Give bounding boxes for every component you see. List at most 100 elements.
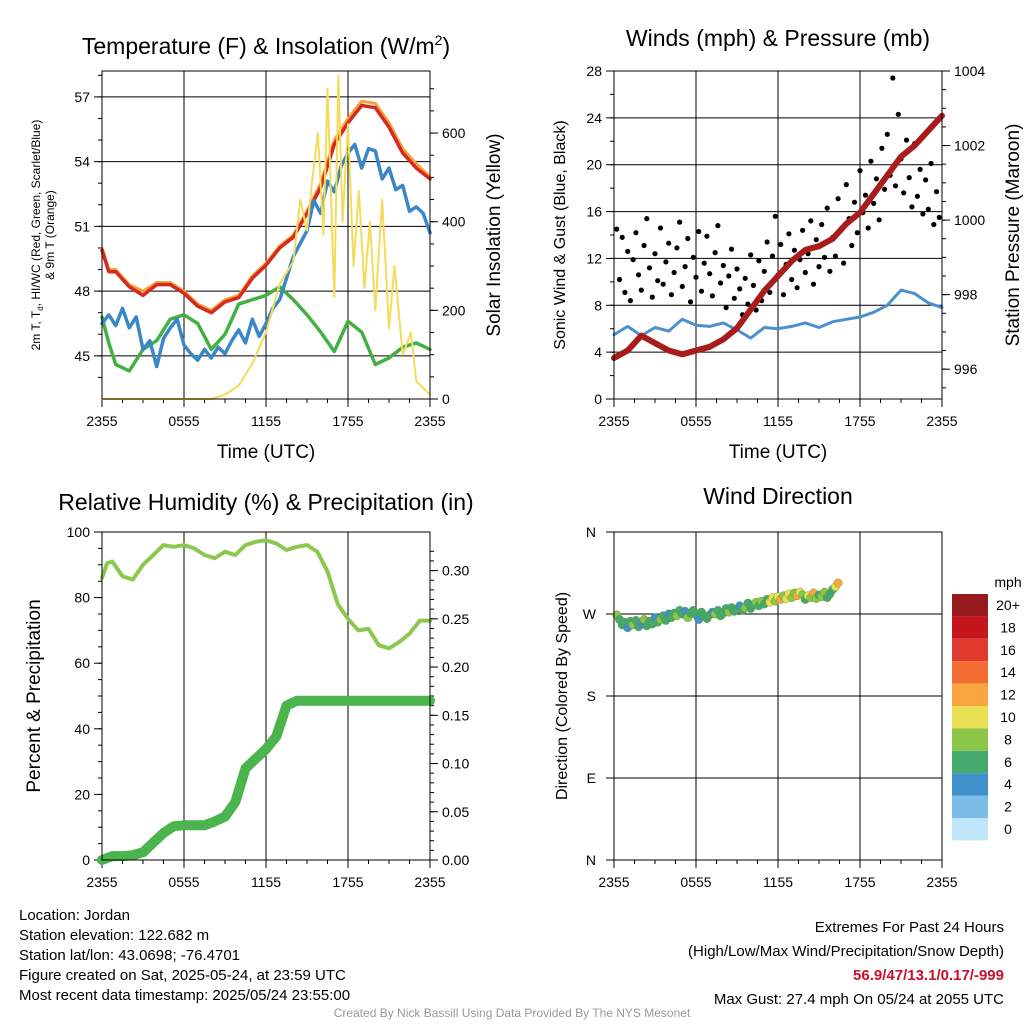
gust-point (720, 262, 726, 269)
gust-point (674, 245, 680, 251)
temp-x-axis-label: Time (UTC) (217, 442, 316, 463)
dir-chart-title: Wind Direction (703, 483, 853, 509)
gust-point (890, 75, 896, 81)
gust-point (832, 253, 839, 259)
gust-point (655, 278, 661, 284)
temp-y2-tick-label: 400 (442, 214, 466, 230)
precip-line (97, 695, 435, 865)
temp-y-axis-label: 2m T, Td, HI/WC (Red, Green, Scarlet/Blu… (29, 120, 45, 351)
gust-point (816, 264, 822, 270)
gust-point (737, 286, 743, 292)
dir-y-tick-label: E (587, 770, 596, 786)
gust-point (824, 205, 830, 211)
gust-point (756, 258, 762, 264)
gust-point (873, 176, 880, 182)
speed-legend-title: mph (994, 574, 1021, 590)
gust-point (750, 282, 757, 288)
speed-legend-label: 2 (1004, 799, 1012, 815)
gust-point (931, 221, 937, 228)
speed-legend-label: 20+ (996, 597, 1020, 613)
rh-y2-tick-label: 0.15 (442, 707, 469, 723)
rh-y-tick-label: 0 (82, 852, 90, 868)
wind-y-tick-label: 24 (586, 110, 602, 126)
gust-point (731, 295, 737, 301)
temp-x-tick-label: 0555 (168, 413, 199, 429)
gust-point (644, 216, 650, 222)
gust-point (767, 289, 773, 295)
gust-point (641, 242, 647, 249)
gust-point (622, 289, 628, 295)
temp-y-tick-label: 48 (74, 283, 90, 299)
gust-point (633, 230, 639, 236)
pressure-line (611, 112, 945, 361)
gust-point (646, 265, 653, 271)
speed-legend-label: 6 (1004, 754, 1012, 770)
gust-point (668, 292, 675, 298)
rh-chart-title: Relative Humidity (%) & Precipitation (i… (58, 489, 473, 515)
gust-point (707, 271, 713, 277)
dir-y-tick-label: N (586, 852, 596, 868)
gust-point (821, 254, 828, 260)
dir-x-tick-label: 2355 (598, 874, 629, 890)
wind-chart-title: Winds (mph) & Pressure (mb) (626, 25, 930, 51)
gust-point (903, 137, 910, 143)
rh-y-tick-label: 100 (67, 524, 91, 540)
gust-point (895, 111, 901, 117)
speed-legend-swatch (952, 616, 988, 639)
dir-y-tick-label: S (587, 688, 596, 704)
gust-point (871, 200, 877, 206)
rh-x-tick-label: 2355 (86, 874, 117, 890)
gust-point (636, 272, 642, 278)
gust-point (638, 287, 644, 293)
gust-point (682, 264, 688, 270)
speed-legend-label: 8 (1004, 731, 1012, 747)
gust-point (619, 234, 625, 240)
gust-point (813, 237, 819, 243)
gust-point (660, 281, 666, 287)
extremes-subheading: (High/Low/Max Wind/Precipitation/Snow De… (688, 943, 1004, 960)
gust-point (625, 248, 631, 254)
wind-y-tick-label: 20 (586, 157, 602, 173)
temp-y2-tick-label: 200 (442, 302, 466, 318)
gust-point (709, 293, 716, 299)
temp-x-tick-label: 1155 (251, 413, 281, 429)
wind-x-tick-label: 1755 (844, 413, 875, 429)
gust-point (657, 225, 664, 231)
gust-point (835, 196, 841, 202)
rh-y2-tick-label: 0.05 (442, 804, 469, 820)
wind-frame (613, 70, 943, 400)
wind-y-tick-label: 0 (594, 391, 602, 407)
station-location: Location: Jordan (19, 907, 130, 924)
rh-x-tick-label: 2355 (414, 874, 445, 890)
gust-point (780, 292, 787, 298)
extremes-values: 56.9/47/13.1/0.17/-999 (853, 967, 1004, 984)
gust-point (690, 254, 696, 260)
gust-point (742, 275, 748, 281)
gust-point (854, 230, 860, 236)
wind-y2-tick-label: 998 (954, 287, 978, 303)
extremes-heading: Extremes For Past 24 Hours (814, 919, 1004, 936)
temp-y-tick-label: 57 (74, 89, 90, 105)
gust-point (884, 131, 890, 137)
gust-point (920, 211, 926, 217)
direction-point (833, 578, 843, 588)
gust-point (696, 228, 702, 235)
gust-point (616, 276, 623, 283)
gust-point (868, 158, 874, 164)
gust-point (778, 241, 784, 247)
rh-y2-tick-label: 0.25 (442, 611, 469, 627)
speed-legend-label: 4 (1004, 776, 1012, 792)
speed-legend-swatch (952, 795, 988, 818)
temp-y2-axis-label: Solar Insolation (Yellow) (484, 133, 505, 336)
gust-point (865, 225, 871, 231)
gust-point (901, 190, 907, 196)
gust-point (800, 227, 806, 233)
dir-x-tick-label: 0555 (680, 874, 711, 890)
wind-x-tick-label: 0555 (680, 413, 711, 429)
gust-point (933, 189, 940, 195)
gust-point (923, 177, 929, 183)
gust-point (761, 268, 767, 274)
speed-legend-swatch (952, 773, 988, 796)
gust-point (914, 193, 921, 199)
